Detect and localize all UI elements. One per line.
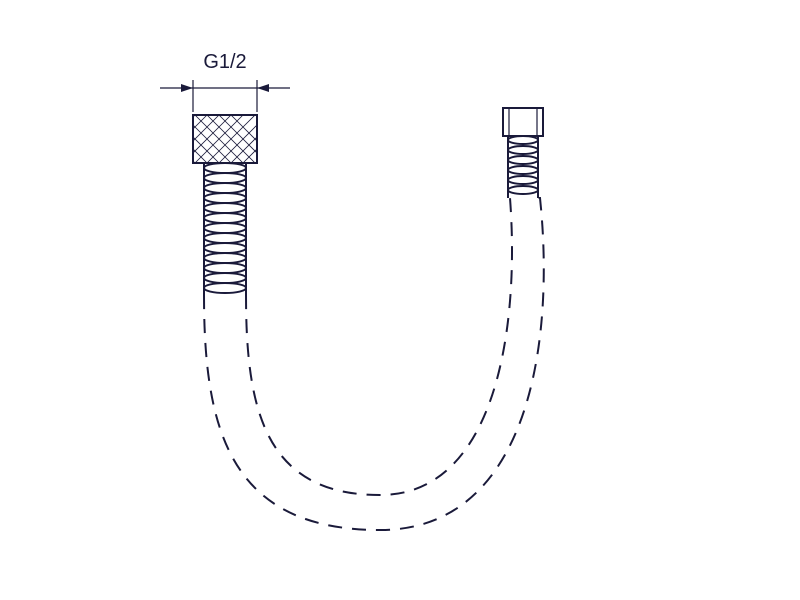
technical-drawing: G1/2 (0, 0, 800, 600)
left-coil (204, 163, 246, 295)
arrow-right (257, 84, 269, 92)
hose-body (204, 198, 544, 530)
left-connector-nut (159, 61, 297, 223)
right-coil (508, 136, 538, 198)
arrow-left (181, 84, 193, 92)
dimension-g12: G1/2 (160, 51, 290, 112)
right-connector-nut (503, 108, 543, 136)
dimension-label: G1/2 (203, 51, 246, 73)
